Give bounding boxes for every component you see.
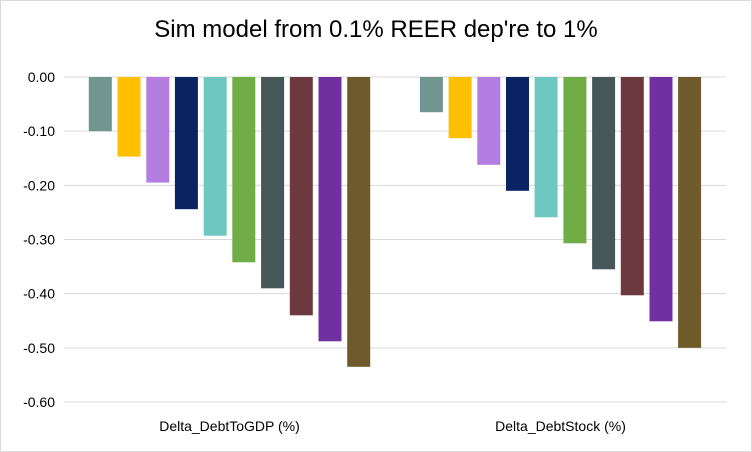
y-tick-label: -0.50	[23, 340, 55, 356]
bar-2-7	[592, 77, 616, 270]
bar-2-4	[506, 77, 529, 191]
y-tick-label: -0.20	[23, 177, 55, 193]
bar-1-6	[232, 77, 256, 263]
bar-1-9	[318, 77, 342, 342]
y-tick-label: -0.40	[23, 286, 55, 302]
x-category-label: Delta_DebtStock (%)	[495, 418, 626, 434]
gridlines	[64, 76, 726, 403]
x-category-label: Delta_DebtToGDP (%)	[159, 418, 300, 434]
bar-1-7	[261, 77, 285, 289]
bar-1-5	[203, 77, 227, 236]
bar-2-8	[620, 77, 644, 296]
chart-title: Sim model from 0.1% REER dep're to 1%	[154, 16, 598, 43]
bar-1-2	[117, 77, 141, 157]
bar-1-3	[146, 77, 170, 183]
y-tick-label: -0.30	[23, 232, 55, 248]
y-tick-label: 0.00	[28, 69, 55, 85]
y-tick-label: -0.60	[23, 394, 55, 410]
bar-2-3	[477, 77, 501, 165]
bar-2-5	[534, 77, 558, 218]
bar-2-9	[649, 77, 673, 322]
y-axis: 0.00 -0.10 -0.20 -0.30 -0.40 -0.50 -0.60	[23, 69, 55, 410]
bar-2-1	[419, 77, 443, 113]
bar-2-6	[563, 77, 587, 244]
bar-2-10	[678, 77, 702, 348]
bar-1-8	[289, 77, 313, 316]
bars	[88, 77, 702, 367]
x-axis: Delta_DebtToGDP (%) Delta_DebtStock (%)	[159, 418, 626, 434]
bar-1-1	[88, 77, 112, 132]
bar-1-4	[174, 77, 198, 210]
y-tick-label: -0.10	[23, 123, 55, 139]
bar-2-2	[448, 77, 472, 139]
bar-1-10	[347, 77, 371, 367]
